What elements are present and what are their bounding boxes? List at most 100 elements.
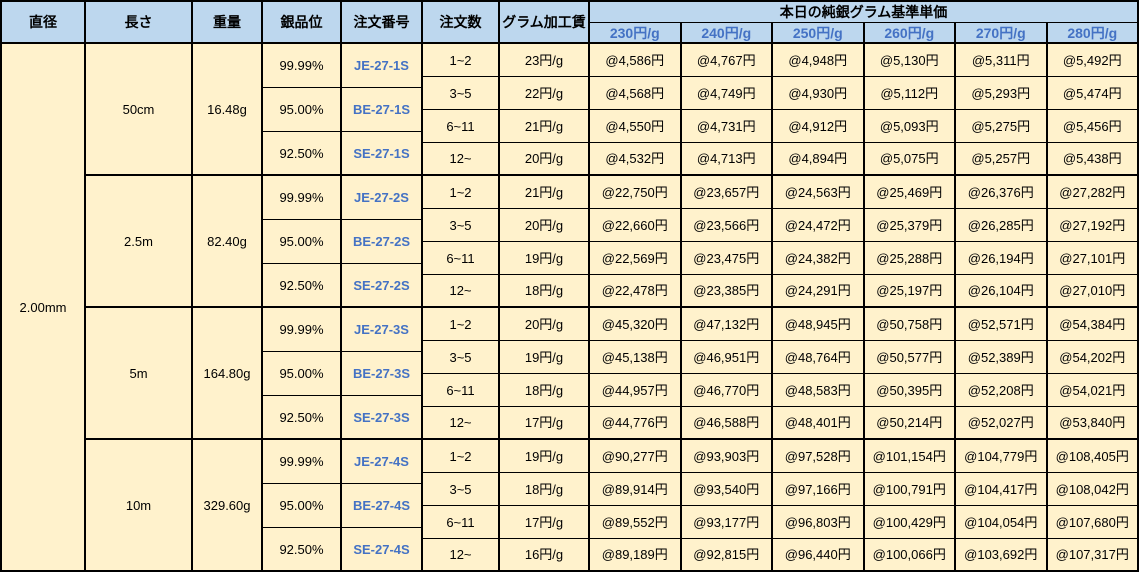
price-cell: @4,550円 — [590, 110, 682, 143]
price-cell: @89,914円 — [590, 473, 682, 506]
fee-cell: 17円/g — [500, 407, 590, 440]
price-cell: @23,385円 — [681, 275, 773, 308]
col-header-purity: 銀品位 — [263, 2, 342, 44]
purity-cell: 92.50% — [263, 396, 342, 440]
length-cell: 10m — [86, 440, 193, 572]
price-cell: @54,384円 — [1047, 308, 1139, 341]
price-cell: @23,657円 — [681, 176, 773, 209]
price-cell: @93,903円 — [681, 440, 773, 473]
price-cell: @97,528円 — [773, 440, 865, 473]
qty-cell: 3~5 — [423, 77, 500, 110]
price-cell: @4,912円 — [773, 110, 865, 143]
price-cell: @53,840円 — [1047, 407, 1139, 440]
qty-cell: 1~2 — [423, 44, 500, 77]
price-col-header: 260円/g — [864, 23, 956, 44]
price-cell: @107,680円 — [1047, 506, 1139, 539]
diameter-cell: 2.00mm — [2, 44, 86, 572]
price-cell: @22,478円 — [590, 275, 682, 308]
price-cell: @92,815円 — [681, 539, 773, 572]
price-cell: @93,177円 — [681, 506, 773, 539]
order-no-cell[interactable]: JE-27-1S — [342, 44, 423, 88]
price-cell: @24,382円 — [773, 242, 865, 275]
purity-cell: 99.99% — [263, 308, 342, 352]
order-no-cell[interactable]: JE-27-2S — [342, 176, 423, 220]
price-cell: @23,475円 — [681, 242, 773, 275]
col-header-diameter: 直径 — [2, 2, 86, 44]
order-no-cell[interactable]: BE-27-3S — [342, 352, 423, 396]
price-group-header: 本日の純銀グラム基準単価 — [590, 2, 1139, 23]
price-cell: @52,571円 — [956, 308, 1048, 341]
qty-cell: 1~2 — [423, 176, 500, 209]
price-col-header: 230円/g — [590, 23, 682, 44]
price-cell: @22,660円 — [590, 209, 682, 242]
qty-cell: 3~5 — [423, 341, 500, 374]
price-cell: @26,285円 — [956, 209, 1048, 242]
order-no-cell[interactable]: JE-27-3S — [342, 308, 423, 352]
price-cell: @4,731円 — [681, 110, 773, 143]
price-cell: @27,010円 — [1047, 275, 1139, 308]
price-cell: @4,948円 — [773, 44, 865, 77]
fee-cell: 18円/g — [500, 275, 590, 308]
purity-cell: 99.99% — [263, 176, 342, 220]
price-cell: @25,197円 — [864, 275, 956, 308]
price-cell: @50,758円 — [864, 308, 956, 341]
fee-cell: 20円/g — [500, 143, 590, 176]
qty-cell: 12~ — [423, 407, 500, 440]
order-no-cell[interactable]: BE-27-4S — [342, 484, 423, 528]
price-cell: @46,588円 — [681, 407, 773, 440]
price-cell: @4,767円 — [681, 44, 773, 77]
price-cell: @4,713円 — [681, 143, 773, 176]
purity-cell: 99.99% — [263, 44, 342, 88]
purity-cell: 92.50% — [263, 264, 342, 308]
purity-cell: 99.99% — [263, 440, 342, 484]
price-cell: @25,379円 — [864, 209, 956, 242]
price-cell: @24,291円 — [773, 275, 865, 308]
qty-cell: 12~ — [423, 143, 500, 176]
price-cell: @25,288円 — [864, 242, 956, 275]
fee-cell: 19円/g — [500, 341, 590, 374]
qty-cell: 6~11 — [423, 374, 500, 407]
price-cell: @24,472円 — [773, 209, 865, 242]
price-cell: @25,469円 — [864, 176, 956, 209]
price-cell: @48,401円 — [773, 407, 865, 440]
col-header-qty: 注文数 — [423, 2, 500, 44]
price-cell: @54,021円 — [1047, 374, 1139, 407]
qty-cell: 1~2 — [423, 440, 500, 473]
price-cell: @100,791円 — [864, 473, 956, 506]
fee-cell: 20円/g — [500, 308, 590, 341]
order-no-cell[interactable]: BE-27-2S — [342, 220, 423, 264]
fee-cell: 17円/g — [500, 506, 590, 539]
price-col-header: 250円/g — [773, 23, 865, 44]
order-no-cell[interactable]: JE-27-4S — [342, 440, 423, 484]
fee-cell: 19円/g — [500, 440, 590, 473]
price-cell: @45,320円 — [590, 308, 682, 341]
price-cell: @27,101円 — [1047, 242, 1139, 275]
order-no-cell[interactable]: SE-27-3S — [342, 396, 423, 440]
col-header-fee: グラム加工賃 — [500, 2, 590, 44]
price-cell: @4,894円 — [773, 143, 865, 176]
price-cell: @97,166円 — [773, 473, 865, 506]
order-no-cell[interactable]: SE-27-4S — [342, 528, 423, 572]
price-cell: @50,577円 — [864, 341, 956, 374]
fee-cell: 21円/g — [500, 176, 590, 209]
weight-cell: 329.60g — [193, 440, 263, 572]
order-no-cell[interactable]: SE-27-1S — [342, 132, 423, 176]
price-cell: @48,945円 — [773, 308, 865, 341]
price-cell: @45,138円 — [590, 341, 682, 374]
length-cell: 2.5m — [86, 176, 193, 308]
qty-cell: 6~11 — [423, 506, 500, 539]
col-header-length: 長さ — [86, 2, 193, 44]
price-cell: @52,389円 — [956, 341, 1048, 374]
qty-cell: 3~5 — [423, 209, 500, 242]
price-cell: @4,568円 — [590, 77, 682, 110]
price-cell: @48,764円 — [773, 341, 865, 374]
fee-cell: 20円/g — [500, 209, 590, 242]
price-cell: @93,540円 — [681, 473, 773, 506]
order-no-cell[interactable]: SE-27-2S — [342, 264, 423, 308]
price-cell: @46,770円 — [681, 374, 773, 407]
price-cell: @50,395円 — [864, 374, 956, 407]
purity-cell: 95.00% — [263, 352, 342, 396]
price-cell: @54,202円 — [1047, 341, 1139, 374]
order-no-cell[interactable]: BE-27-1S — [342, 88, 423, 132]
